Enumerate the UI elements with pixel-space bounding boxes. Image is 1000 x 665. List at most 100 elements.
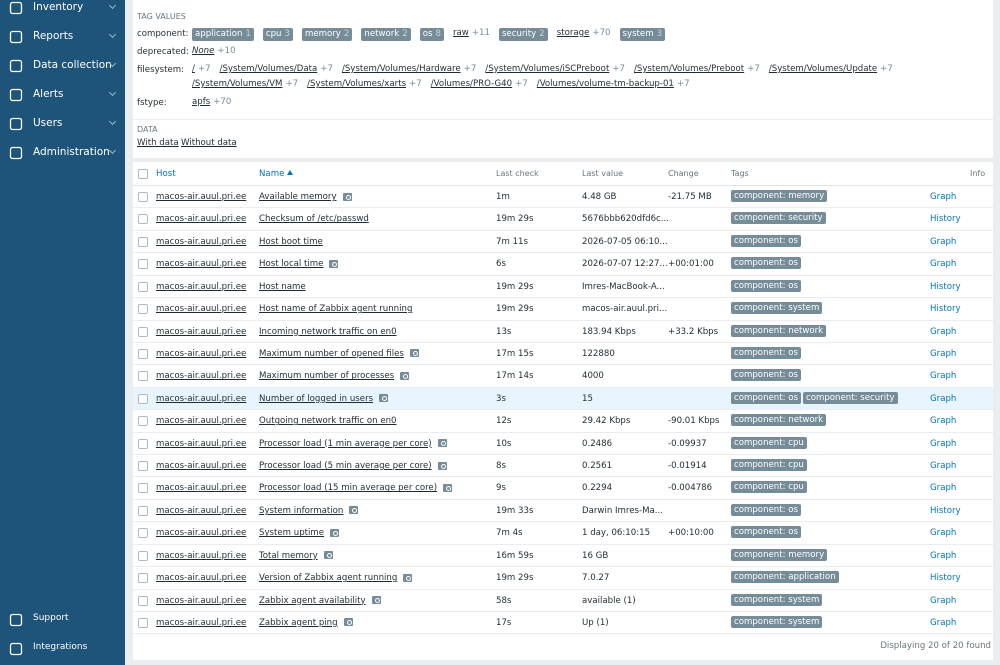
footer-item[interactable]: Integrations [0,639,125,659]
data-option[interactable]: Without data [181,138,237,148]
action-link[interactable]: Graph [930,528,957,539]
tag[interactable]: component: os [731,391,801,404]
help-icon[interactable] [400,371,410,380]
item-name[interactable]: Maximum number of opened files [259,349,419,359]
help-icon[interactable] [437,461,447,470]
item-name[interactable]: System information [259,506,359,516]
host[interactable]: macos-air.auul.pri.ee [156,617,247,628]
column-header[interactable]: Host [156,169,176,179]
tag-value[interactable]: None +10 [192,46,236,57]
host[interactable]: macos-air.auul.pri.ee [156,438,247,449]
tag[interactable]: component: memory [731,548,828,561]
host[interactable]: macos-air.auul.pri.ee [156,236,247,247]
item-name[interactable]: Version of Zabbix agent running [259,573,413,583]
action-link[interactable]: History [930,281,961,292]
host[interactable]: macos-air.auul.pri.ee [156,528,247,539]
host[interactable]: macos-air.auul.pri.ee [156,595,247,606]
tag[interactable]: component: security [731,212,826,225]
action-link[interactable]: History [930,573,961,584]
checkbox[interactable] [138,438,148,449]
help-icon[interactable] [330,528,340,537]
tag-value[interactable]: security 2 [498,28,548,41]
checkbox[interactable] [138,326,148,337]
tag-value[interactable]: storage +70 [557,28,611,41]
action-link[interactable]: Graph [930,192,957,202]
host[interactable]: macos-air.auul.pri.ee [156,214,247,225]
item-name[interactable]: Host name [259,282,306,292]
tag-value[interactable]: /System/Volumes/VM +7 [192,79,298,90]
checkbox[interactable] [138,236,148,247]
item-name[interactable]: System uptime [259,528,340,538]
host[interactable]: macos-air.auul.pri.ee [156,326,247,337]
checkbox[interactable] [138,192,148,202]
menu-item[interactable]: Alerts [0,85,125,105]
item-name[interactable]: Processor load (15 min average per core) [259,483,453,493]
action-link[interactable]: Graph [930,550,957,561]
help-icon[interactable] [443,483,453,492]
tag-value[interactable]: /Volumes/volume-tm-backup-01 +7 [537,79,690,90]
checkbox[interactable] [138,595,148,606]
menu-item[interactable]: Administration [0,143,125,163]
tag-value[interactable]: /System/Volumes/Data +7 [220,64,333,75]
help-icon[interactable] [409,349,419,358]
item-name[interactable]: Maximum number of processes [259,371,410,381]
checkbox[interactable] [138,259,148,270]
help-icon[interactable] [437,439,447,448]
host[interactable]: macos-air.auul.pri.ee [156,505,247,516]
checkbox[interactable] [138,304,148,315]
help-icon[interactable] [349,506,359,515]
checkbox[interactable] [138,550,148,561]
checkbox[interactable] [138,617,148,628]
footer-item[interactable]: Support [0,610,125,630]
column-header[interactable]: Name [259,169,294,179]
tag-value[interactable]: apfs +70 [192,97,231,108]
data-option[interactable]: With data [137,138,179,148]
item-name[interactable]: Number of logged in users [259,394,389,404]
menu-item[interactable]: Data collection [0,56,125,76]
tag[interactable]: component: network [731,324,827,337]
item-name[interactable]: Host boot time [259,237,323,247]
tag-value[interactable]: raw +11 [453,28,490,41]
tag-value[interactable]: memory 2 [301,28,353,41]
host[interactable]: macos-air.auul.pri.ee [156,259,247,270]
item-name[interactable]: Outgoing network traffic on en0 [259,416,397,426]
checkbox[interactable] [138,214,148,225]
item-name[interactable]: Zabbix agent ping [259,618,353,628]
item-name[interactable]: Checksum of /etc/passwd [259,214,369,224]
tag-value[interactable]: /System/Volumes/Hardware +7 [342,64,476,75]
tag-value[interactable]: /System/Volumes/xarts +7 [307,79,422,90]
host[interactable]: macos-air.auul.pri.ee [156,192,247,202]
tag-value[interactable]: /Volumes/PRO-G40 +7 [431,79,528,90]
menu-item[interactable]: Reports [0,27,125,47]
action-link[interactable]: Graph [930,236,957,247]
tag[interactable]: component: system [731,302,823,315]
action-link[interactable]: Graph [930,259,957,270]
host[interactable]: macos-air.auul.pri.ee [156,461,247,472]
action-link[interactable]: Graph [930,371,957,382]
tag-value[interactable]: /System/Volumes/Preboot +7 [634,64,760,75]
tag[interactable]: component: os [731,234,801,247]
host[interactable]: macos-air.auul.pri.ee [156,393,247,404]
checkbox[interactable] [138,416,148,427]
host[interactable]: macos-air.auul.pri.ee [156,416,247,427]
checkbox[interactable] [138,483,148,494]
action-link[interactable]: Graph [930,595,957,606]
action-link[interactable]: Graph [930,326,957,337]
checkbox[interactable] [138,371,148,382]
tag-value[interactable]: application 1 [192,28,254,41]
tag[interactable]: component: os [731,526,801,539]
checkbox[interactable] [138,461,148,472]
tag[interactable]: component: os [731,257,801,270]
tag[interactable]: component: application [731,571,839,584]
item-name[interactable]: Total memory [259,551,333,561]
host[interactable]: macos-air.auul.pri.ee [156,550,247,561]
action-link[interactable]: Graph [930,416,957,427]
action-link[interactable]: History [930,304,961,315]
item-name[interactable]: Host local time [259,259,339,269]
action-link[interactable]: History [930,214,961,225]
help-icon[interactable] [403,573,413,582]
action-link[interactable]: History [930,505,961,516]
action-link[interactable]: Graph [930,617,957,628]
tag-value[interactable]: os 8 [419,28,444,41]
item-name[interactable]: Incoming network traffic on en0 [259,327,397,337]
